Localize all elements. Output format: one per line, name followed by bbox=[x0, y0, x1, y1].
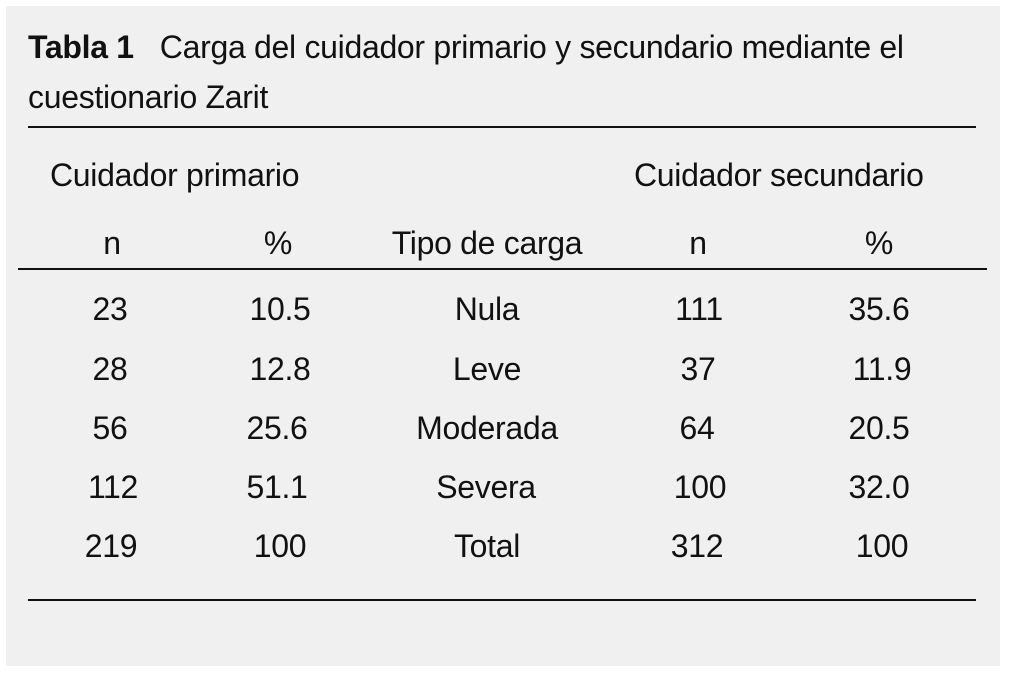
table-cell: 28 bbox=[92, 351, 128, 387]
column-header-n-primary: n bbox=[103, 225, 121, 261]
table-cell: 100 bbox=[673, 469, 727, 505]
group-header-primary: Cuidador primario bbox=[50, 157, 300, 193]
table-cell: 23 bbox=[92, 291, 128, 327]
table-cell: 37 bbox=[680, 351, 716, 387]
table-cell: 25.6 bbox=[246, 410, 308, 446]
column-header-tipo-carga: Tipo de carga bbox=[391, 225, 583, 261]
table-cell: 112 bbox=[87, 469, 139, 505]
column-header-pct-secondary: % bbox=[864, 225, 894, 261]
group-header-secondary: Cuidador secundario bbox=[634, 157, 924, 193]
table-cell: 100 bbox=[253, 528, 307, 564]
table-cell: 56 bbox=[92, 410, 128, 446]
bottom-rule bbox=[28, 599, 976, 601]
table-cell: 10.5 bbox=[249, 291, 311, 327]
table-cell: Nula bbox=[454, 291, 520, 327]
table-cell: 20.5 bbox=[848, 410, 910, 446]
table-cell: 111 bbox=[675, 291, 723, 327]
table-cell: 219 bbox=[84, 528, 138, 564]
table-cell: 312 bbox=[670, 528, 724, 564]
table-label: Tabla 1 bbox=[28, 29, 134, 65]
column-header-pct-primary: % bbox=[263, 225, 293, 261]
header-rule bbox=[18, 268, 987, 270]
table-cell: 12.8 bbox=[249, 351, 311, 387]
table-cell: 11.9 bbox=[852, 351, 912, 387]
table-caption: Tabla 1 Carga del cuidador primario y sec… bbox=[28, 22, 988, 122]
column-header-n-secondary: n bbox=[689, 225, 707, 261]
table-title: Carga del cuidador primario y secundario… bbox=[28, 29, 904, 115]
table-cell: 32.0 bbox=[848, 469, 910, 505]
table-cell: Leve bbox=[452, 351, 522, 387]
table-cell: 51.1 bbox=[246, 469, 308, 505]
table-cell: 35.6 bbox=[848, 291, 910, 327]
table-cell: 64 bbox=[679, 410, 715, 446]
table-panel bbox=[6, 6, 1000, 666]
table-cell: Total bbox=[453, 528, 521, 564]
top-rule bbox=[28, 126, 976, 128]
table-cell: Moderada bbox=[416, 410, 558, 446]
table-cell: Severa bbox=[436, 469, 536, 505]
table-cell: 100 bbox=[855, 528, 909, 564]
